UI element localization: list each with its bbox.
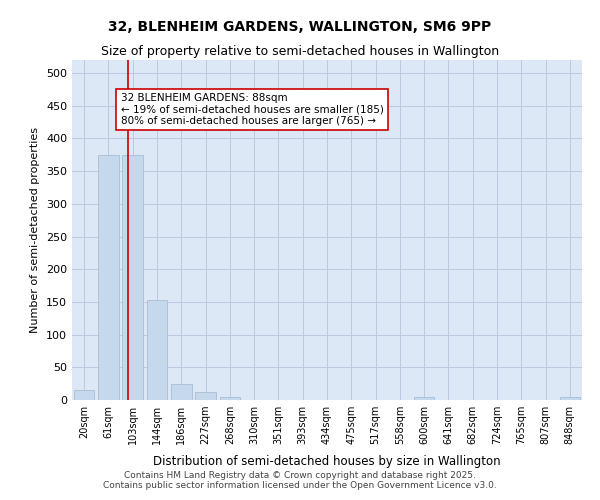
Bar <box>560 398 580 400</box>
Bar <box>414 398 434 400</box>
Y-axis label: Number of semi-detached properties: Number of semi-detached properties <box>31 127 40 333</box>
Text: 32, BLENHEIM GARDENS, WALLINGTON, SM6 9PP: 32, BLENHEIM GARDENS, WALLINGTON, SM6 9P… <box>109 20 491 34</box>
Text: Size of property relative to semi-detached houses in Wallington: Size of property relative to semi-detach… <box>101 45 499 58</box>
Bar <box>74 390 94 400</box>
Bar <box>195 392 216 400</box>
Bar <box>171 384 191 400</box>
Bar <box>122 155 143 400</box>
Bar <box>146 300 167 400</box>
X-axis label: Distribution of semi-detached houses by size in Wallington: Distribution of semi-detached houses by … <box>153 456 501 468</box>
Text: 32 BLENHEIM GARDENS: 88sqm
← 19% of semi-detached houses are smaller (185)
80% o: 32 BLENHEIM GARDENS: 88sqm ← 19% of semi… <box>121 92 383 126</box>
Text: Contains HM Land Registry data © Crown copyright and database right 2025.
Contai: Contains HM Land Registry data © Crown c… <box>103 470 497 490</box>
Bar <box>220 398 240 400</box>
Bar <box>98 155 119 400</box>
